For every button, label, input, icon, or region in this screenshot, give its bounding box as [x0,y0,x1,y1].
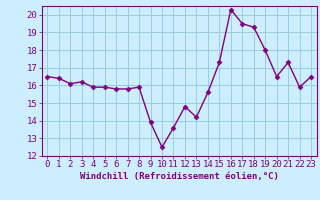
X-axis label: Windchill (Refroidissement éolien,°C): Windchill (Refroidissement éolien,°C) [80,172,279,181]
